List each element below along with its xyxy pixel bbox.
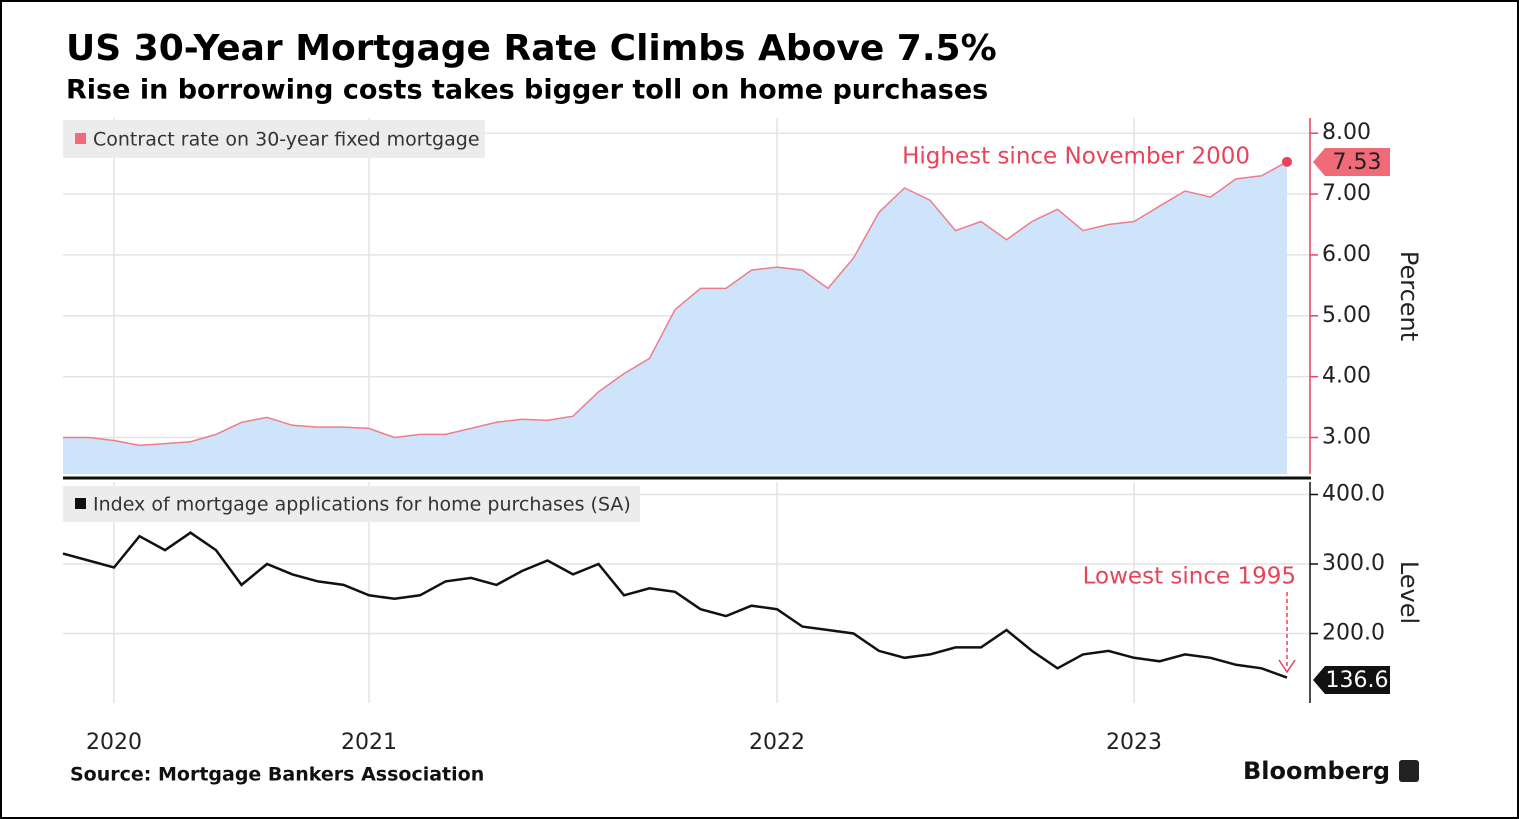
- chart-subtitle: Rise in borrowing costs takes bigger tol…: [66, 75, 988, 106]
- legend-box: [63, 486, 640, 522]
- annotation: Highest since November 2000: [902, 144, 1250, 170]
- value-tag-label: 136.6: [1326, 668, 1389, 693]
- y-tick-label: 8.00: [1322, 120, 1371, 145]
- annotation-arrowhead: [1278, 659, 1296, 674]
- plot-layer: Contract rate on 30-year fixed mortgage 7…: [62, 118, 1423, 755]
- x-tick-label: 2022: [749, 730, 805, 755]
- y-axis-label: Percent: [1395, 251, 1423, 341]
- y-tick-label: 7.00: [1322, 181, 1371, 206]
- y-tick-label: 4.00: [1322, 364, 1371, 389]
- legend-label: Index of mortgage applications for home …: [93, 494, 631, 516]
- y-tick-label: 200.0: [1322, 621, 1385, 646]
- value-tag-label: 7.53: [1333, 150, 1382, 175]
- x-tick-label: 2021: [341, 730, 397, 755]
- legend-swatch: [75, 133, 86, 144]
- y-axis-label: Level: [1395, 561, 1423, 624]
- x-tick-label: 2020: [86, 730, 142, 755]
- brand-logo: [1399, 760, 1419, 782]
- y-tick-label: 3.00: [1322, 424, 1371, 449]
- x-tick-label: 2023: [1106, 730, 1162, 755]
- y-tick-label: 400.0: [1322, 482, 1385, 507]
- annotation: Lowest since 1995: [1083, 564, 1296, 590]
- area: [63, 161, 1287, 475]
- legend-box: [63, 120, 485, 158]
- value-tag: [1313, 148, 1390, 176]
- legend-swatch: [75, 498, 86, 509]
- y-tick-label: 300.0: [1322, 551, 1385, 576]
- brand: Bloomberg: [1243, 757, 1390, 785]
- chart-title: US 30-Year Mortgage Rate Climbs Above 7.…: [66, 28, 997, 69]
- y-tick-label: 6.00: [1322, 242, 1371, 267]
- line: [62, 531, 1288, 679]
- line: [63, 161, 1288, 447]
- end-dot: [1282, 156, 1292, 167]
- value-tag: [1313, 666, 1390, 694]
- legend-label: Contract rate on 30-year fixed mortgage: [93, 129, 480, 151]
- y-tick-label: 5.00: [1322, 303, 1371, 328]
- source: Source: Mortgage Bankers Association: [70, 764, 484, 786]
